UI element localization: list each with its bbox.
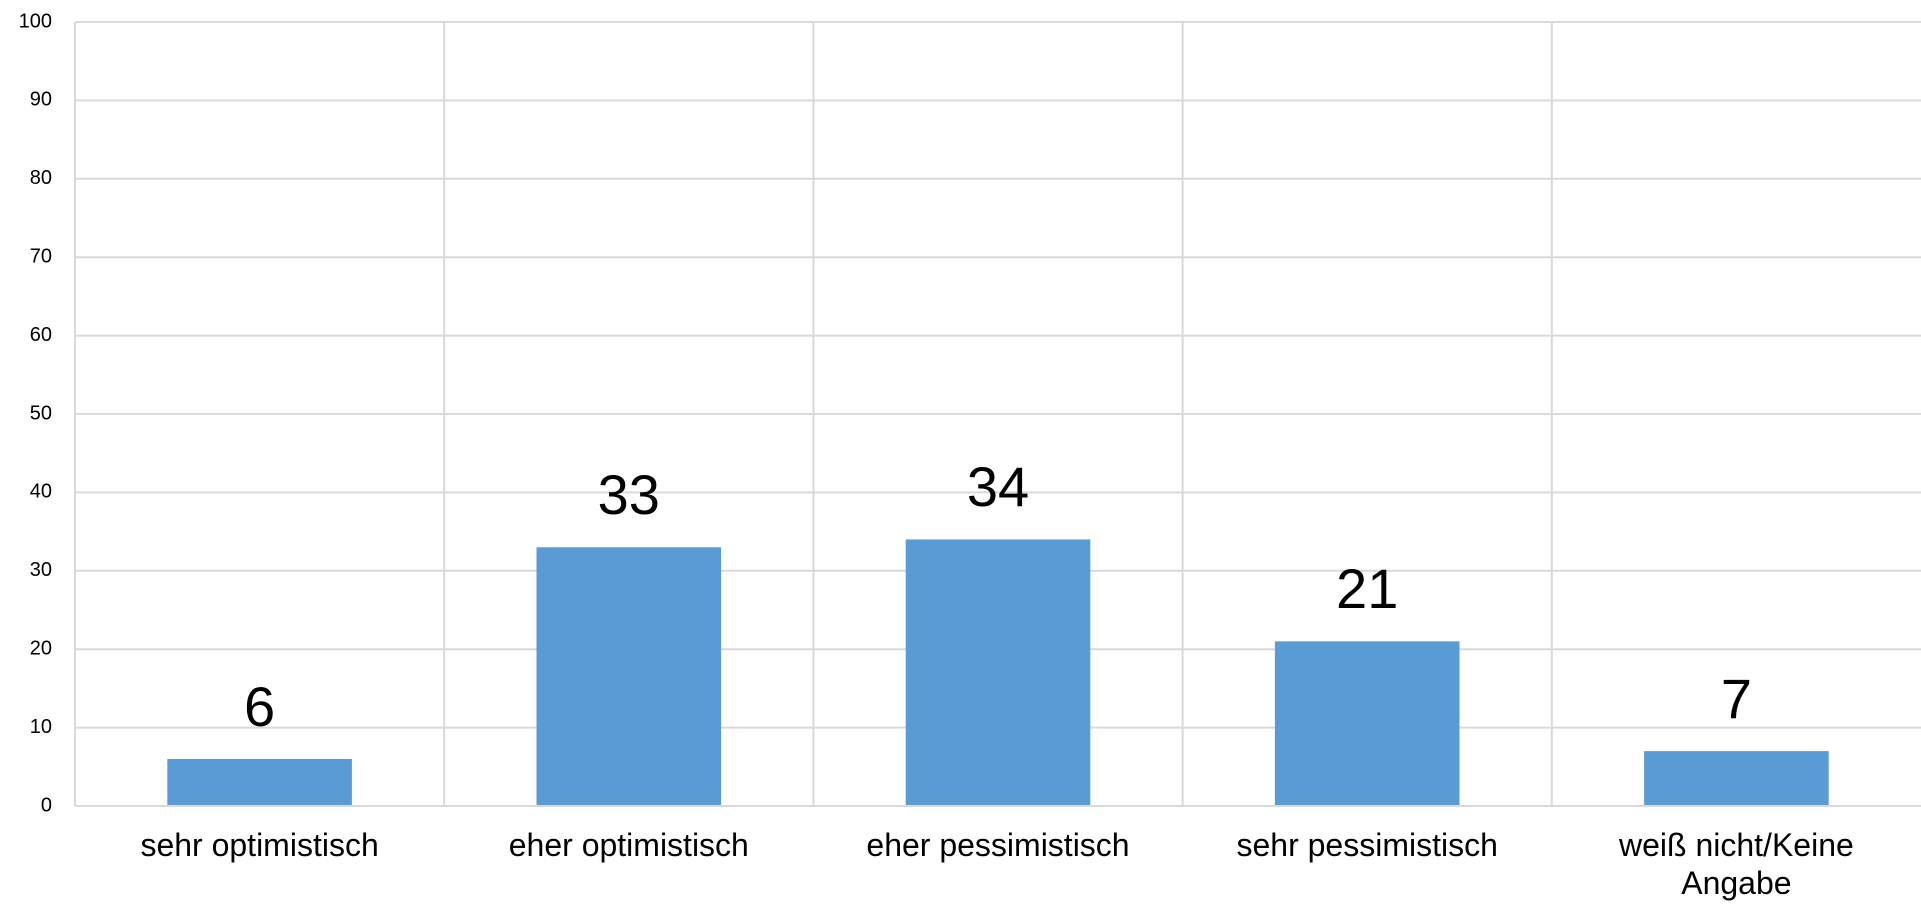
y-tick-label: 80 bbox=[30, 167, 52, 189]
bar bbox=[905, 539, 1091, 806]
y-tick-label: 20 bbox=[30, 637, 52, 659]
y-tick-label: 40 bbox=[30, 481, 52, 503]
y-tick-label: 100 bbox=[19, 10, 52, 32]
y-tick-label: 50 bbox=[30, 402, 52, 424]
data-label: 7 bbox=[1721, 667, 1752, 730]
x-tick-label: eher pessimistisch bbox=[866, 827, 1130, 863]
y-tick-label: 30 bbox=[30, 559, 52, 581]
x-tick-label: eher optimistisch bbox=[508, 827, 749, 863]
data-label: 6 bbox=[244, 675, 275, 738]
x-tick-label: sehr optimistisch bbox=[140, 827, 379, 863]
y-tick-label: 60 bbox=[30, 324, 52, 346]
y-tick-label: 90 bbox=[30, 89, 52, 111]
y-tick-label: 70 bbox=[30, 245, 52, 267]
bar bbox=[167, 758, 352, 806]
bar bbox=[1274, 641, 1460, 806]
data-label: 33 bbox=[598, 463, 660, 526]
data-label: 21 bbox=[1336, 557, 1398, 620]
x-tick-label: weiß nicht/Keine Angabe bbox=[1619, 827, 1854, 901]
bar bbox=[1644, 751, 1829, 806]
x-tick-label: sehr pessimistisch bbox=[1236, 827, 1498, 863]
bar bbox=[536, 547, 722, 806]
data-label: 34 bbox=[967, 455, 1029, 518]
y-tick-label: 10 bbox=[30, 716, 52, 738]
y-tick-label: 0 bbox=[41, 794, 52, 816]
